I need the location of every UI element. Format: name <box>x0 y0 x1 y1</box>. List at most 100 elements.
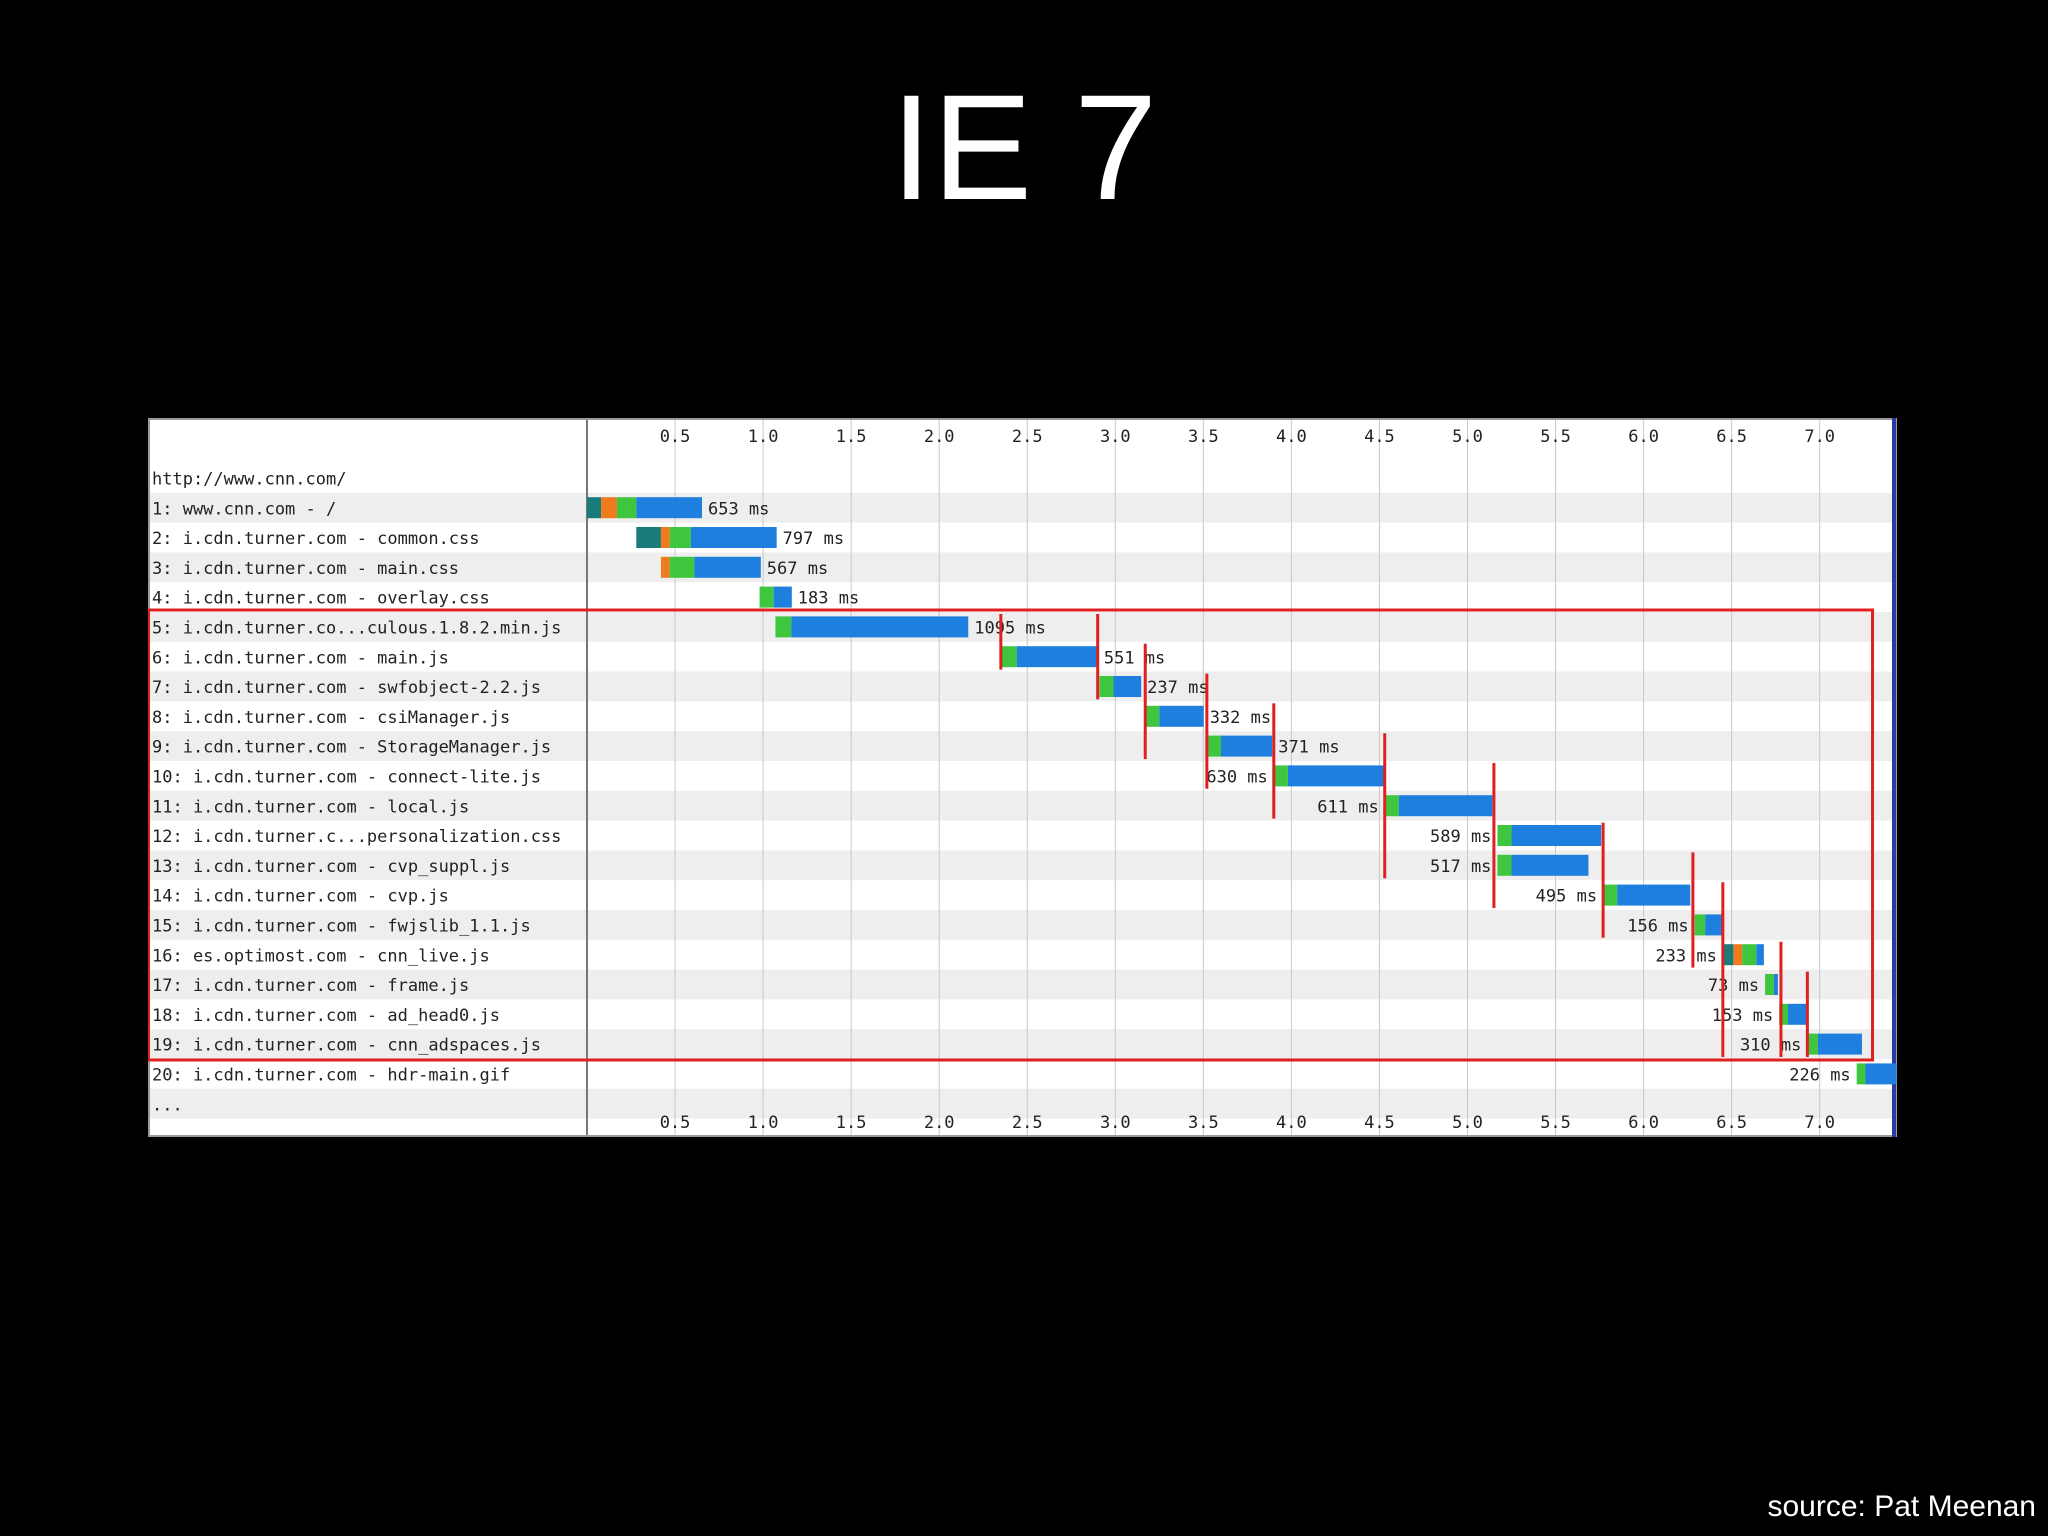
request-label: 20: i.cdn.turner.com - hdr-main.gif <box>152 1065 510 1085</box>
page-url-label: http://www.cnn.com/ <box>152 469 346 489</box>
request-label: 6: i.cdn.turner.com - main.js <box>152 648 449 668</box>
x-tick-label-top: 4.0 <box>1276 427 1307 447</box>
duration-label: 332 ms <box>1210 708 1271 728</box>
bar-ttfb-segment <box>1206 735 1221 757</box>
x-tick-label-bottom: 5.5 <box>1540 1113 1571 1133</box>
bar-ttfb-segment <box>1856 1063 1866 1085</box>
bar-download-segment <box>694 556 761 578</box>
request-label: 13: i.cdn.turner.com - cvp_suppl.js <box>152 857 510 877</box>
x-tick-label-top: 5.0 <box>1452 427 1483 447</box>
request-label: 14: i.cdn.turner.com - cvp.js <box>152 887 449 907</box>
duration-label: 1095 ms <box>974 618 1046 638</box>
x-tick-label-bottom: 0.5 <box>660 1113 691 1133</box>
bar-download-segment <box>1511 825 1602 846</box>
row-stripe <box>148 790 1897 821</box>
bar-download-segment <box>1398 795 1493 817</box>
bar-download-segment <box>1287 765 1385 787</box>
bar-ttfb-segment <box>1497 825 1512 846</box>
request-label: 19: i.cdn.turner.com - cnn_adspaces.js <box>152 1036 541 1056</box>
bar-ttfb-segment <box>1099 676 1114 697</box>
request-label: 5: i.cdn.turner.co...culous.1.8.2.min.js <box>152 618 561 638</box>
x-tick-label-bottom: 3.5 <box>1188 1113 1219 1133</box>
request-label: 3: i.cdn.turner.com - main.css <box>152 559 459 579</box>
request-label: 2: i.cdn.turner.com - common.css <box>152 529 480 549</box>
row-stripe <box>148 1088 1897 1119</box>
x-tick-label-top: 6.0 <box>1628 427 1659 447</box>
duration-label: 589 ms <box>1430 827 1491 847</box>
bar-ttfb-segment <box>616 497 637 519</box>
row-stripe <box>148 1029 1897 1059</box>
x-tick-label-bottom: 7.0 <box>1804 1113 1835 1133</box>
bar-download-segment <box>1159 705 1204 727</box>
bar-download-segment <box>1016 646 1098 668</box>
duration-label: 226 ms <box>1789 1065 1850 1085</box>
bar-ttfb-segment <box>1273 765 1288 787</box>
duration-label: 797 ms <box>783 529 844 549</box>
request-label: 9: i.cdn.turner.com - StorageManager.js <box>152 738 551 758</box>
x-tick-label-bottom: 4.5 <box>1364 1113 1395 1133</box>
bar-dns-segment <box>587 497 602 519</box>
duration-label: 237 ms <box>1147 678 1208 698</box>
request-label: 4: i.cdn.turner.com - overlay.css <box>152 589 490 609</box>
x-tick-label-top: 6.5 <box>1716 427 1747 447</box>
request-label: 10: i.cdn.turner.com - connect-lite.js <box>152 767 541 787</box>
bar-download-segment <box>1756 944 1764 966</box>
bar-download-segment <box>1617 884 1691 906</box>
x-tick-label-top: 7.0 <box>1804 427 1835 447</box>
row-stripe <box>148 969 1897 1000</box>
duration-label: 153 ms <box>1712 1006 1773 1026</box>
bar-ttfb-segment <box>1779 1003 1789 1025</box>
request-label: 15: i.cdn.turner.com - fwjslib_1.1.js <box>152 916 531 936</box>
bar-ttfb-segment <box>1000 646 1017 668</box>
request-label: 18: i.cdn.turner.com - ad_head0.js <box>152 1006 500 1026</box>
request-label: 7: i.cdn.turner.com - swfobject-2.2.js <box>152 678 541 698</box>
bar-download-segment <box>791 616 969 638</box>
bar-download-segment <box>1817 1033 1862 1055</box>
x-tick-label-bottom: 1.0 <box>748 1113 779 1133</box>
row-stripe <box>148 612 1897 642</box>
bar-download-segment <box>1773 974 1778 995</box>
row-stripe <box>148 552 1897 583</box>
x-tick-label-top: 3.5 <box>1188 427 1219 447</box>
bar-ttfb-segment <box>1145 705 1160 727</box>
x-tick-label-bottom: 6.0 <box>1628 1113 1659 1133</box>
bar-ttfb-segment <box>669 527 691 548</box>
x-tick-label-bottom: 6.5 <box>1716 1113 1747 1133</box>
bar-ttfb-segment <box>759 586 774 608</box>
bar-ttfb-segment <box>1603 884 1618 906</box>
duration-label: 653 ms <box>708 499 769 519</box>
request-label: 8: i.cdn.turner.com - csiManager.js <box>152 708 510 728</box>
source-credit: source: Pat Meenan <box>1767 1490 2037 1523</box>
bar-ttfb-segment <box>669 556 695 578</box>
duration-label: 156 ms <box>1627 916 1688 936</box>
duration-label: 611 ms <box>1317 797 1378 817</box>
bar-download-segment <box>690 527 777 548</box>
x-tick-label-bottom: 5.0 <box>1452 1113 1483 1133</box>
row-stripe <box>148 850 1897 881</box>
bar-ttfb-segment <box>1694 914 1706 936</box>
x-tick-label-top: 4.5 <box>1364 427 1395 447</box>
trailing-row-label: ... <box>152 1095 183 1115</box>
bar-ttfb-segment <box>775 616 792 638</box>
duration-label: 310 ms <box>1740 1036 1801 1056</box>
bar-download-segment <box>1511 854 1589 876</box>
duration-label: 371 ms <box>1278 738 1339 758</box>
bar-connect-segment <box>660 527 670 548</box>
bar-ttfb-segment <box>1807 1033 1818 1055</box>
bar-ttfb-segment <box>1497 854 1512 876</box>
bar-download-segment <box>1788 1003 1807 1025</box>
row-stripe <box>148 671 1897 702</box>
row-stripe <box>148 492 1897 523</box>
x-tick-label-top: 3.0 <box>1100 427 1131 447</box>
duration-label: 495 ms <box>1536 887 1597 907</box>
bar-download-segment <box>773 586 792 608</box>
bar-connect-segment <box>601 497 617 519</box>
slide-title: IE 7 <box>890 63 1158 231</box>
bar-dns-segment <box>636 527 661 548</box>
x-tick-label-bottom: 4.0 <box>1276 1113 1307 1133</box>
bar-connect-segment <box>660 556 670 578</box>
duration-label: 567 ms <box>767 559 828 579</box>
bar-download-segment <box>1113 676 1142 697</box>
x-tick-label-top: 2.5 <box>1012 427 1043 447</box>
request-label: 11: i.cdn.turner.com - local.js <box>152 797 469 817</box>
